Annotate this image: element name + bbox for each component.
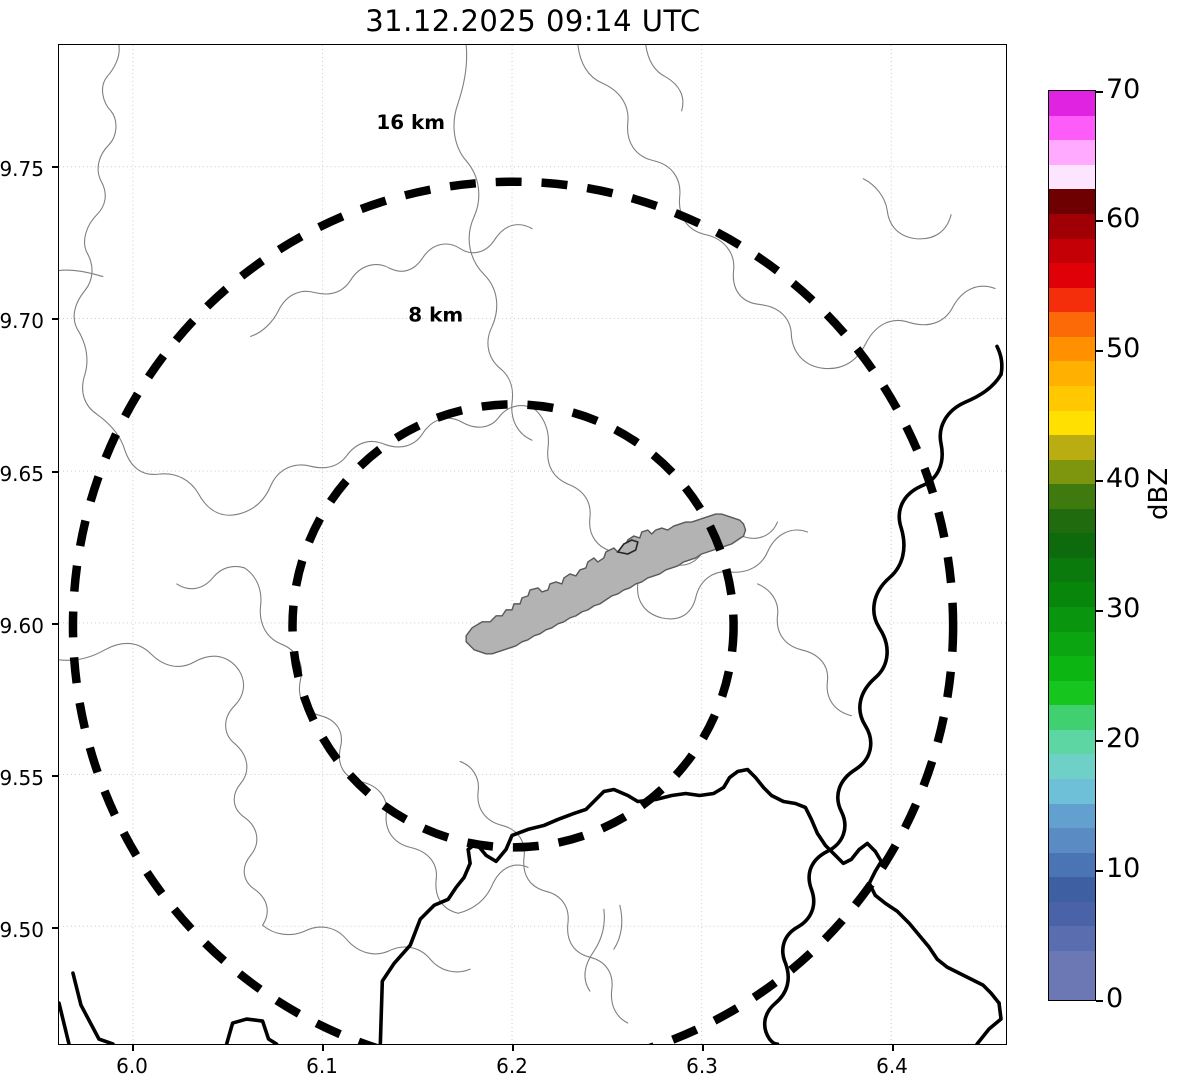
colorbar-tick bbox=[1096, 91, 1103, 93]
ytick-mark bbox=[52, 623, 58, 625]
colorbar-band-14 bbox=[1049, 631, 1095, 657]
colorbar-band-1 bbox=[1049, 950, 1095, 976]
colorbar-band-6 bbox=[1049, 828, 1095, 853]
colorbar-band-9 bbox=[1049, 754, 1095, 779]
colorbar-band-24 bbox=[1049, 385, 1095, 411]
colorbar-band-33 bbox=[1049, 164, 1095, 190]
xtick-mark bbox=[702, 1045, 704, 1051]
colorbar-band-20 bbox=[1049, 484, 1095, 509]
colorbar-tick bbox=[1096, 350, 1103, 352]
colorbar-tick bbox=[1096, 610, 1103, 612]
colorbar-band-36 bbox=[1049, 91, 1095, 116]
xtick-mark bbox=[322, 1045, 324, 1051]
colorbar-label-10: 10 bbox=[1106, 853, 1141, 884]
admin-boundaries bbox=[59, 45, 996, 1024]
radar-map-plot[interactable]: 16 km 8 km bbox=[58, 44, 1007, 1045]
range-ring-label-8km: 8 km bbox=[408, 302, 463, 326]
ytick-mark bbox=[52, 927, 58, 929]
colorbar-axis-label: dBZ bbox=[1144, 467, 1174, 520]
colorbar-band-22 bbox=[1049, 435, 1095, 460]
colorbar-band-10 bbox=[1049, 729, 1095, 755]
colorbar-label-70: 70 bbox=[1106, 74, 1141, 105]
colorbar-band-18 bbox=[1049, 533, 1095, 558]
xtick-label-6-3: 6.3 bbox=[686, 1054, 718, 1078]
page-title: 31.12.2025 09:14 UTC bbox=[365, 4, 701, 38]
colorbar-band-27 bbox=[1049, 312, 1095, 337]
colorbar-tick bbox=[1096, 480, 1103, 482]
xtick-label-6-2: 6.2 bbox=[496, 1054, 528, 1078]
colorbar-band-26 bbox=[1049, 336, 1095, 362]
colorbar-label-50: 50 bbox=[1106, 333, 1141, 364]
map-canvas: 16 km 8 km bbox=[59, 45, 1006, 1044]
xtick-label-6-4: 6.4 bbox=[876, 1054, 908, 1078]
colorbar-legend[interactable]: 0 10 20 30 40 50 60 70 dBZ bbox=[1048, 76, 1188, 1012]
colorbar-band-13 bbox=[1049, 656, 1095, 681]
ytick-mark bbox=[52, 471, 58, 473]
colorbar-band-32 bbox=[1049, 189, 1095, 214]
national-border bbox=[59, 344, 1004, 1044]
colorbar-band-19 bbox=[1049, 508, 1095, 534]
ytick-mark bbox=[52, 166, 58, 168]
colorbar-band-29 bbox=[1049, 263, 1095, 288]
ytick-label-49-50: 49.50 bbox=[0, 918, 44, 942]
colorbar-label-30: 30 bbox=[1106, 593, 1141, 624]
city-polygon bbox=[465, 513, 747, 655]
colorbar-label-60: 60 bbox=[1106, 203, 1141, 234]
colorbar-band-0 bbox=[1049, 975, 1095, 1000]
colorbar-band-31 bbox=[1049, 214, 1095, 239]
colorbar-band-2 bbox=[1049, 926, 1095, 951]
colorbar-band-11 bbox=[1049, 705, 1095, 730]
ytick-mark bbox=[52, 318, 58, 320]
colorbar-tick bbox=[1096, 220, 1103, 222]
colorbar-band-25 bbox=[1049, 361, 1095, 386]
ytick-label-49-65: 49.65 bbox=[0, 462, 44, 486]
colorbar-band-30 bbox=[1049, 238, 1095, 264]
ytick-mark bbox=[52, 775, 58, 777]
colorbar-label-40: 40 bbox=[1106, 463, 1141, 494]
colorbar-band-35 bbox=[1049, 115, 1095, 141]
xtick-mark bbox=[512, 1045, 514, 1051]
colorbar-label-0: 0 bbox=[1106, 983, 1124, 1014]
colorbar-band-3 bbox=[1049, 901, 1095, 927]
colorbar-band-28 bbox=[1049, 287, 1095, 313]
ytick-label-49-75: 49.75 bbox=[0, 157, 44, 181]
colorbar-band-5 bbox=[1049, 852, 1095, 878]
colorbar-band-17 bbox=[1049, 557, 1095, 583]
colorbar-band-4 bbox=[1049, 877, 1095, 902]
colorbar-band-16 bbox=[1049, 582, 1095, 607]
xtick-label-6-0: 6.0 bbox=[116, 1054, 148, 1078]
xtick-mark bbox=[892, 1045, 894, 1051]
colorbar-band-23 bbox=[1049, 410, 1095, 436]
colorbar-tick bbox=[1096, 870, 1103, 872]
colorbar-band-8 bbox=[1049, 778, 1095, 804]
colorbar-band-34 bbox=[1049, 140, 1095, 165]
colorbar-band-7 bbox=[1049, 803, 1095, 829]
colorbar-band-15 bbox=[1049, 607, 1095, 632]
colorbar-tick bbox=[1096, 1000, 1103, 1002]
colorbar-band-21 bbox=[1049, 459, 1095, 485]
colorbar-label-20: 20 bbox=[1106, 723, 1141, 754]
colorbar-gradient bbox=[1048, 90, 1096, 1001]
ytick-label-49-70: 49.70 bbox=[0, 309, 44, 333]
xtick-mark bbox=[132, 1045, 134, 1051]
range-rings bbox=[68, 177, 958, 1044]
colorbar-band-12 bbox=[1049, 680, 1095, 706]
range-ring-label-16km: 16 km bbox=[376, 110, 445, 134]
range-ring-8km bbox=[288, 400, 738, 852]
ytick-label-49-60: 49.60 bbox=[0, 614, 44, 638]
ytick-label-49-55: 49.55 bbox=[0, 766, 44, 790]
range-ring-16km bbox=[68, 177, 958, 1044]
xtick-label-6-1: 6.1 bbox=[306, 1054, 338, 1078]
colorbar-tick bbox=[1096, 740, 1103, 742]
